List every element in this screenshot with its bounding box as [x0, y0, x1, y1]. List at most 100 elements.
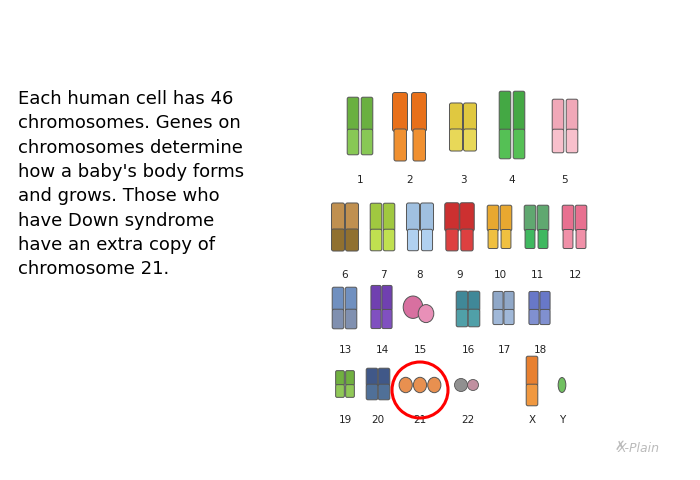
FancyBboxPatch shape: [540, 310, 550, 324]
Text: 5: 5: [561, 175, 568, 185]
FancyBboxPatch shape: [566, 99, 578, 131]
Text: X: X: [528, 415, 536, 425]
FancyBboxPatch shape: [346, 229, 358, 251]
FancyBboxPatch shape: [499, 129, 511, 159]
FancyBboxPatch shape: [371, 310, 381, 329]
Text: 8: 8: [416, 270, 424, 280]
Text: 1: 1: [357, 175, 363, 185]
Text: 12: 12: [568, 270, 582, 280]
FancyBboxPatch shape: [346, 203, 358, 231]
Text: 6: 6: [342, 270, 349, 280]
FancyBboxPatch shape: [394, 129, 407, 161]
Ellipse shape: [428, 377, 441, 393]
FancyBboxPatch shape: [529, 291, 539, 311]
FancyBboxPatch shape: [468, 291, 480, 311]
Ellipse shape: [399, 377, 412, 393]
FancyBboxPatch shape: [347, 129, 359, 155]
FancyBboxPatch shape: [366, 384, 378, 400]
FancyBboxPatch shape: [493, 291, 503, 311]
FancyBboxPatch shape: [513, 91, 525, 131]
Text: X-Plain: X-Plain: [618, 442, 660, 455]
FancyBboxPatch shape: [346, 371, 354, 385]
Text: ✗: ✗: [615, 440, 625, 453]
FancyBboxPatch shape: [525, 229, 535, 249]
Ellipse shape: [468, 380, 479, 391]
FancyBboxPatch shape: [500, 205, 512, 231]
Ellipse shape: [414, 377, 426, 393]
Text: 17: 17: [498, 345, 510, 355]
Text: 7: 7: [379, 270, 386, 280]
FancyBboxPatch shape: [382, 310, 392, 329]
FancyBboxPatch shape: [336, 384, 344, 397]
FancyBboxPatch shape: [332, 229, 344, 251]
FancyBboxPatch shape: [526, 384, 538, 406]
FancyBboxPatch shape: [378, 368, 390, 386]
Text: 19: 19: [338, 415, 351, 425]
FancyBboxPatch shape: [370, 203, 382, 231]
FancyBboxPatch shape: [537, 205, 549, 231]
FancyBboxPatch shape: [444, 203, 459, 231]
Text: 16: 16: [461, 345, 475, 355]
FancyBboxPatch shape: [552, 99, 564, 131]
FancyBboxPatch shape: [407, 203, 419, 231]
FancyBboxPatch shape: [332, 309, 344, 329]
FancyBboxPatch shape: [552, 129, 564, 153]
Ellipse shape: [558, 377, 566, 393]
FancyBboxPatch shape: [449, 129, 463, 151]
FancyBboxPatch shape: [366, 368, 378, 386]
Text: 13: 13: [338, 345, 351, 355]
Ellipse shape: [454, 379, 468, 392]
FancyBboxPatch shape: [345, 287, 357, 311]
FancyBboxPatch shape: [575, 205, 587, 231]
FancyBboxPatch shape: [566, 129, 578, 153]
FancyBboxPatch shape: [413, 129, 426, 161]
Text: 20: 20: [372, 415, 384, 425]
FancyBboxPatch shape: [463, 129, 477, 151]
FancyBboxPatch shape: [463, 103, 477, 131]
FancyBboxPatch shape: [336, 371, 344, 385]
FancyBboxPatch shape: [393, 93, 407, 132]
FancyBboxPatch shape: [446, 229, 459, 251]
FancyBboxPatch shape: [407, 229, 419, 251]
FancyBboxPatch shape: [382, 286, 392, 311]
FancyBboxPatch shape: [361, 129, 373, 155]
FancyBboxPatch shape: [383, 229, 395, 251]
Text: 11: 11: [531, 270, 544, 280]
FancyBboxPatch shape: [460, 203, 475, 231]
FancyBboxPatch shape: [487, 205, 499, 231]
FancyBboxPatch shape: [488, 229, 498, 249]
FancyBboxPatch shape: [540, 291, 550, 311]
FancyBboxPatch shape: [499, 91, 511, 131]
FancyBboxPatch shape: [371, 286, 381, 311]
FancyBboxPatch shape: [421, 203, 433, 231]
Text: Y: Y: [559, 415, 565, 425]
FancyBboxPatch shape: [562, 205, 574, 231]
FancyBboxPatch shape: [378, 384, 390, 400]
FancyBboxPatch shape: [421, 229, 433, 251]
FancyBboxPatch shape: [361, 97, 373, 131]
FancyBboxPatch shape: [563, 229, 573, 249]
FancyBboxPatch shape: [504, 291, 514, 311]
Text: 10: 10: [494, 270, 507, 280]
Ellipse shape: [403, 296, 423, 318]
FancyBboxPatch shape: [449, 103, 463, 131]
FancyBboxPatch shape: [513, 129, 525, 159]
FancyBboxPatch shape: [576, 229, 586, 249]
Text: 3: 3: [460, 175, 466, 185]
Text: 21: 21: [414, 415, 426, 425]
Text: 22: 22: [461, 415, 475, 425]
FancyBboxPatch shape: [501, 229, 511, 249]
FancyBboxPatch shape: [468, 309, 480, 327]
Text: 2: 2: [407, 175, 413, 185]
FancyBboxPatch shape: [346, 384, 354, 397]
FancyBboxPatch shape: [412, 93, 426, 132]
FancyBboxPatch shape: [524, 205, 536, 231]
Text: 18: 18: [533, 345, 547, 355]
FancyBboxPatch shape: [493, 310, 503, 324]
FancyBboxPatch shape: [461, 229, 473, 251]
Text: 14: 14: [375, 345, 389, 355]
FancyBboxPatch shape: [504, 310, 514, 324]
FancyBboxPatch shape: [332, 203, 344, 231]
FancyBboxPatch shape: [529, 310, 539, 324]
Text: 9: 9: [456, 270, 463, 280]
